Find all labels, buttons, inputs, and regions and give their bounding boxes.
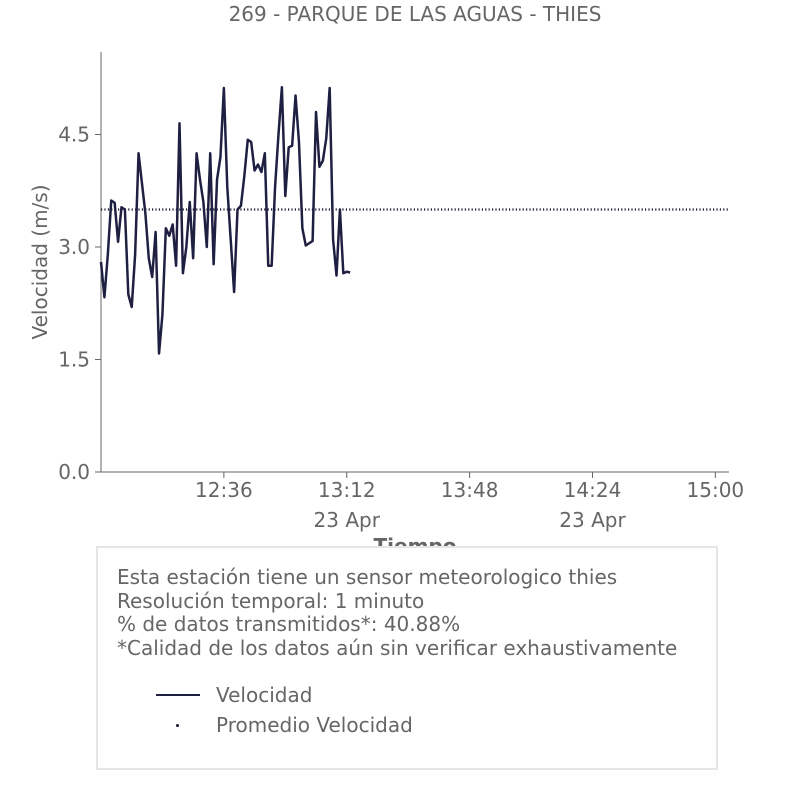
legend-dot-marker <box>156 720 200 730</box>
chart-title: 269 - PARQUE DE LAS AGUAS - THIES <box>229 2 602 26</box>
x-tick-sublabel: 23 Apr <box>559 508 626 532</box>
info-line-resolution: Resolución temporal: 1 minuto <box>117 588 425 613</box>
x-tick-label: 14:24 <box>564 478 622 502</box>
x-tick-sublabel: 23 Apr <box>314 508 381 532</box>
y-tick-label: 4.5 <box>58 123 90 147</box>
chart: 269 - PARQUE DE LAS AGUAS - THIES 0.0 1.5… <box>28 2 744 558</box>
legend-line-marker <box>156 694 200 696</box>
series-line-velocidad <box>99 86 351 355</box>
info-line-quality: *Calidad de los datos aún sin verificar … <box>117 635 678 660</box>
legend-item-velocidad: Velocidad <box>156 680 413 710</box>
legend-label: Velocidad <box>216 683 313 707</box>
info-line-transmitted: % de datos transmitidos*: 40.88% <box>117 612 461 636</box>
x-tick-label: 12:36 <box>195 478 253 502</box>
legend-item-promedio: Promedio Velocidad <box>156 710 413 740</box>
legend: Velocidad Promedio Velocidad <box>156 680 413 740</box>
x-tick-label: 13:48 <box>441 478 499 502</box>
x-tick-label: 15:00 <box>687 478 745 502</box>
y-axis-label: Velocidad (m/s) <box>28 184 52 339</box>
x-tick-label: 13:12 <box>318 478 376 502</box>
info-box: Esta estación tiene un sensor meteorolog… <box>96 546 718 770</box>
info-text: Esta estación tiene un sensor meteorolog… <box>117 565 678 660</box>
legend-label: Promedio Velocidad <box>216 713 413 737</box>
y-tick-label: 3.0 <box>58 235 90 259</box>
plot-area <box>99 86 729 355</box>
info-line-sensor: Esta estación tiene un sensor meteorolog… <box>117 565 618 589</box>
y-tick-label: 1.5 <box>58 348 90 372</box>
axes: 0.0 1.5 3.0 4.5 12:36 13:12 23 Apr 13:48 14:24 23… <box>58 52 744 532</box>
y-tick-label: 0.0 <box>58 460 90 484</box>
